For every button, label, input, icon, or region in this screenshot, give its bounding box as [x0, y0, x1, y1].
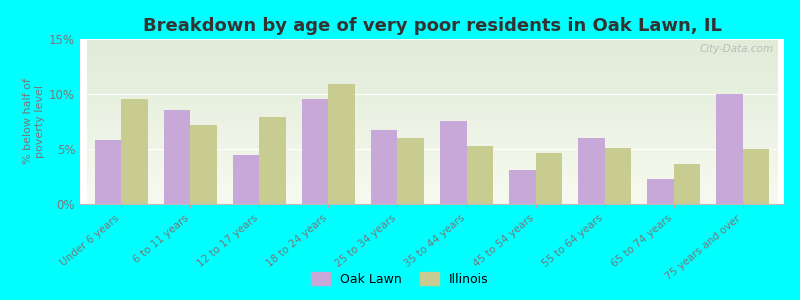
Text: City-Data.com: City-Data.com: [699, 44, 774, 54]
Legend: Oak Lawn, Illinois: Oak Lawn, Illinois: [306, 267, 494, 291]
Bar: [329, 84, 354, 204]
Bar: [398, 138, 424, 204]
Bar: [578, 138, 605, 204]
Bar: [164, 110, 190, 204]
Bar: [605, 148, 630, 204]
Bar: [716, 94, 742, 204]
Title: Breakdown by age of very poor residents in Oak Lawn, IL: Breakdown by age of very poor residents …: [142, 17, 722, 35]
Bar: [742, 149, 769, 204]
Bar: [302, 100, 329, 204]
Bar: [259, 117, 286, 204]
Bar: [510, 170, 535, 204]
Bar: [647, 179, 674, 204]
Bar: [674, 164, 700, 204]
Bar: [371, 130, 398, 204]
Bar: [466, 146, 493, 204]
Bar: [234, 154, 259, 204]
Bar: [535, 153, 562, 204]
Y-axis label: % below half of
poverty level: % below half of poverty level: [23, 79, 45, 164]
Bar: [122, 100, 148, 204]
Bar: [440, 122, 466, 204]
Bar: [95, 140, 122, 204]
Bar: [190, 125, 217, 204]
